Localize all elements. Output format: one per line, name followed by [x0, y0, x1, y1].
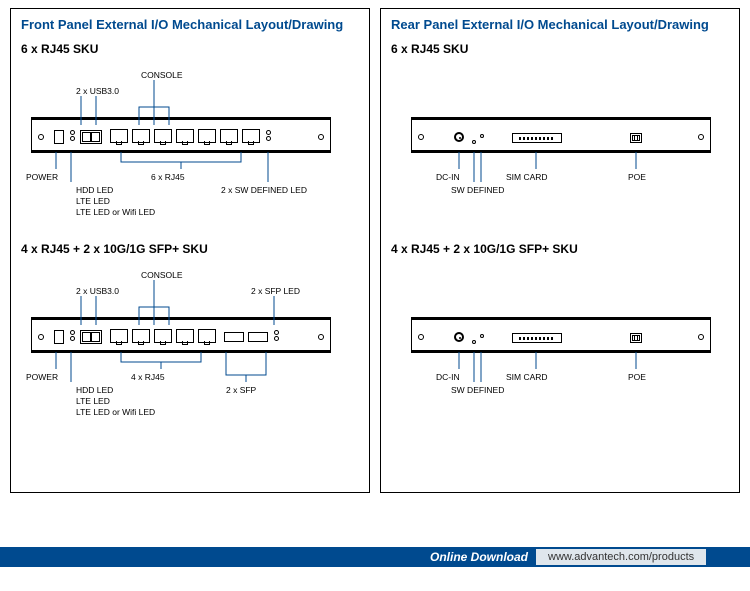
front-panel-box: Front Panel External I/O Mechanical Layo… — [10, 8, 370, 493]
rj45-label: 6 x RJ45 — [151, 172, 185, 183]
front-chassis-2 — [31, 317, 331, 353]
poe-label: POE — [628, 172, 646, 183]
rear-sku1-title: 6 x RJ45 SKU — [391, 42, 729, 56]
rear-chassis — [411, 117, 711, 153]
rear-sku1-diagram: DC-IN SW DEFINED SIM CARD POE — [391, 62, 729, 232]
poe-label-2: POE — [628, 372, 646, 383]
front-panel-title: Front Panel External I/O Mechanical Layo… — [21, 17, 359, 32]
sw-label-2: SW DEFINED — [451, 385, 504, 396]
rear-sku2-title: 4 x RJ45 + 2 x 10G/1G SFP+ SKU — [391, 242, 729, 256]
dcin-label: DC-IN — [436, 172, 460, 183]
usb-label: 2 x USB3.0 — [76, 86, 119, 97]
rear-chassis-2 — [411, 317, 711, 353]
swled-label: 2 x SW DEFINED LED — [221, 185, 307, 196]
sw-label: SW DEFINED — [451, 185, 504, 196]
front-sku1-title: 6 x RJ45 SKU — [21, 42, 359, 56]
front-sku2-diagram: CONSOLE 2 x USB3.0 2 x SFP LED POWER 4 x… — [21, 262, 359, 432]
front-sku2-title: 4 x RJ45 + 2 x 10G/1G SFP+ SKU — [21, 242, 359, 256]
leds-label: HDD LED LTE LED LTE LED or Wifi LED — [76, 185, 155, 218]
console-label: CONSOLE — [141, 70, 183, 81]
rear-sku2-diagram: DC-IN SW DEFINED SIM CARD POE — [391, 262, 729, 432]
footer-bar: Online Download www.advantech.com/produc… — [0, 547, 750, 567]
rear-panel-box: Rear Panel External I/O Mechanical Layou… — [380, 8, 740, 493]
front-sku1-diagram: CONSOLE 2 x USB3.0 POWER 6 x RJ45 2 x SW… — [21, 62, 359, 232]
download-url: www.advantech.com/products — [536, 549, 706, 565]
rear-panel-title: Rear Panel External I/O Mechanical Layou… — [391, 17, 729, 32]
download-label: Online Download — [430, 550, 536, 564]
console-label-2: CONSOLE — [141, 270, 183, 281]
sfp-label: 2 x SFP — [226, 385, 256, 396]
front-chassis — [31, 117, 331, 153]
sfpled-label: 2 x SFP LED — [251, 286, 300, 297]
sim-label-2: SIM CARD — [506, 372, 548, 383]
usb-label-2: 2 x USB3.0 — [76, 286, 119, 297]
dcin-label-2: DC-IN — [436, 372, 460, 383]
rj45-label-2: 4 x RJ45 — [131, 372, 165, 383]
sim-label: SIM CARD — [506, 172, 548, 183]
power-label-2: POWER — [26, 372, 58, 383]
power-label: POWER — [26, 172, 58, 183]
leds-label-2: HDD LED LTE LED LTE LED or Wifi LED — [76, 385, 155, 418]
